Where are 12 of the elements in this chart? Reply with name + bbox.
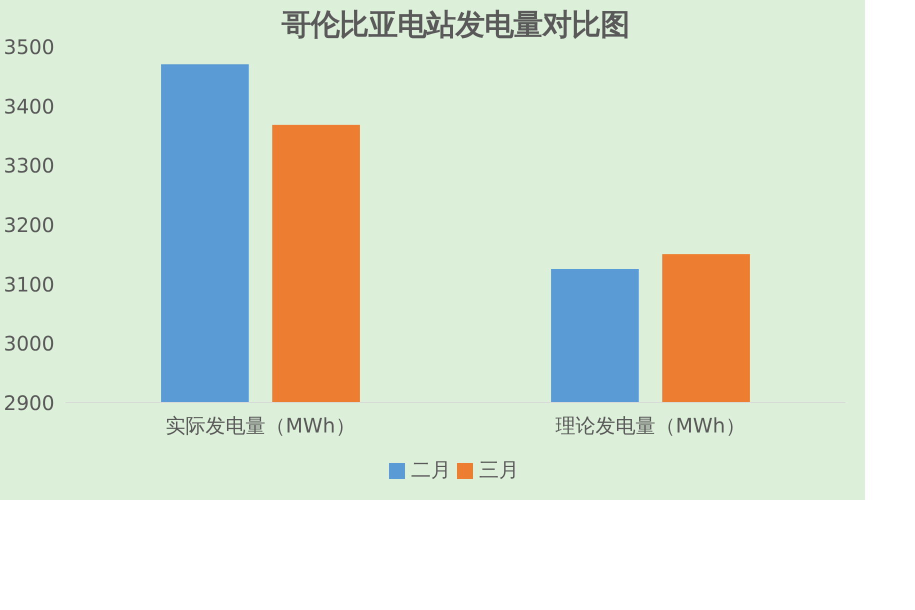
y-tick-label: 3100 — [4, 272, 55, 296]
y-tick-label: 3500 — [4, 35, 55, 59]
y-tick-label: 3400 — [4, 94, 55, 118]
x-tick-label: 实际发电量（MWh） — [166, 414, 356, 438]
y-tick-label: 3200 — [4, 213, 55, 237]
y-tick-label: 2900 — [4, 391, 55, 415]
x-tick-label: 理论发电量（MWh） — [556, 414, 746, 438]
chart-title: 哥伦比亚电站发电量对比图 — [280, 8, 630, 42]
legend-label: 三月 — [479, 456, 519, 484]
y-tick-label: 3300 — [4, 154, 55, 178]
legend-label: 二月 — [411, 456, 451, 484]
y-tick-label: 3000 — [4, 332, 55, 356]
